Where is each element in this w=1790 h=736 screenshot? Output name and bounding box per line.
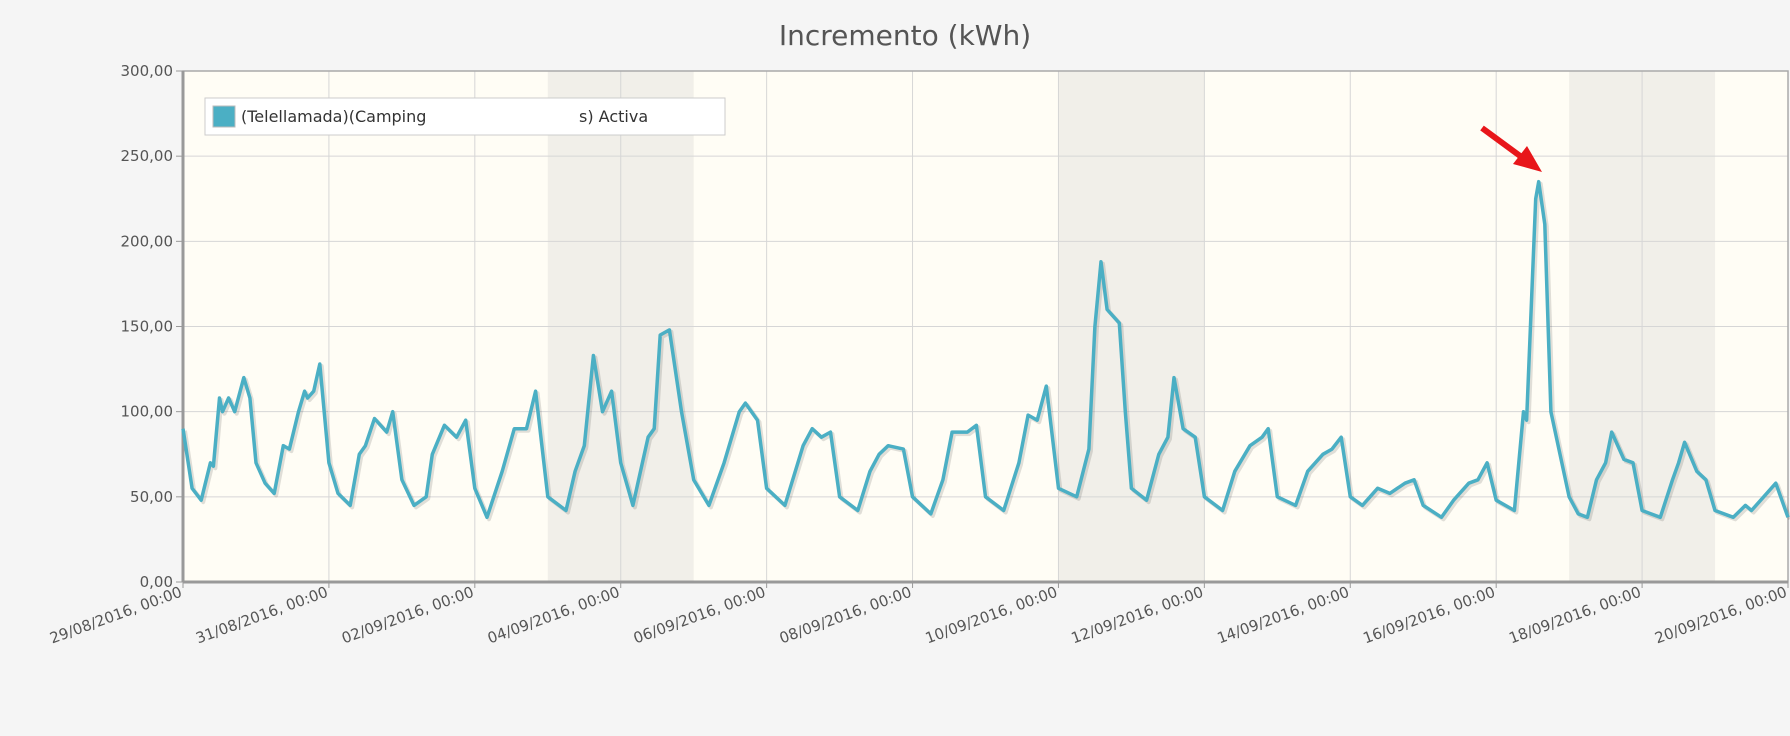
y-tick-label: 50,00 bbox=[130, 488, 173, 506]
legend-swatch bbox=[212, 105, 236, 128]
y-tick-label: 200,00 bbox=[121, 232, 174, 250]
y-tick-label: 150,00 bbox=[121, 318, 174, 336]
line-series bbox=[181, 179, 1790, 520]
legend-label: (Telellamada)(Camping s) Activa bbox=[241, 107, 648, 126]
overlay: (Telellamada)(Camping s) Activa bbox=[204, 97, 1542, 172]
legend-box bbox=[204, 97, 726, 136]
annotation-arrow bbox=[1480, 125, 1529, 164]
line-shadow bbox=[183, 181, 1790, 522]
y-tick-label: 100,00 bbox=[121, 403, 174, 421]
annotation-arrowhead bbox=[1513, 146, 1542, 172]
y-tick-label: 0,00 bbox=[140, 573, 173, 591]
y-tick-label: 300,00 bbox=[121, 62, 174, 80]
y-tick-label: 250,00 bbox=[121, 147, 174, 165]
chart-title: Incremento (kWh) bbox=[779, 19, 1031, 52]
